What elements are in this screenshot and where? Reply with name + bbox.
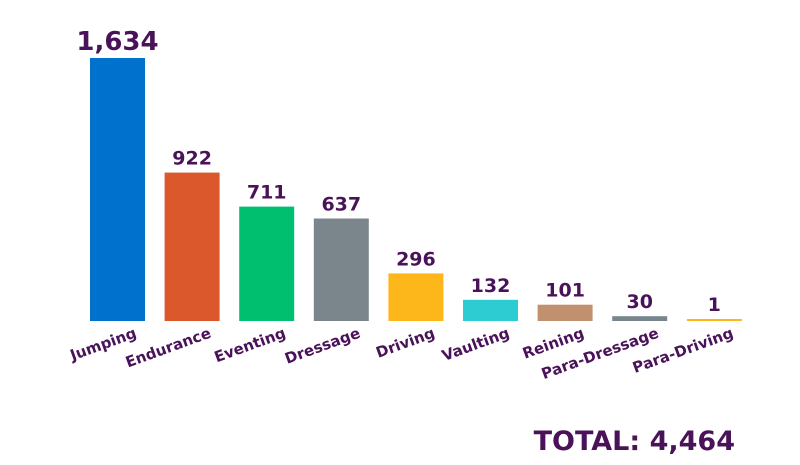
bars-group <box>90 58 742 321</box>
bar-dressage <box>313 218 369 321</box>
value-label-jumping: 1,634 <box>76 27 158 57</box>
category-label-vaulting: Vaulting <box>439 324 511 365</box>
bar-para-dressage <box>612 316 668 321</box>
bar-jumping <box>90 58 145 321</box>
category-label-endurance: Endurance <box>123 324 213 372</box>
value-label-endurance: 922 <box>172 148 212 170</box>
category-label-driving: Driving <box>373 324 437 362</box>
bar-endurance <box>164 172 220 321</box>
total-label: TOTAL: 4,464 <box>534 426 735 457</box>
value-label-eventing: 711 <box>247 182 287 204</box>
value-label-driving: 296 <box>396 248 436 270</box>
value-label-para-dressage: 30 <box>626 291 652 313</box>
bar-eventing <box>239 206 295 321</box>
bar-reining <box>537 304 593 321</box>
value-labels-group: 1,634 922 711 637 296 132 101 30 1 <box>76 27 721 316</box>
value-label-para-driving: 1 <box>708 294 721 316</box>
value-label-dressage: 637 <box>321 194 361 216</box>
bar-para-driving <box>686 319 742 321</box>
bar-vaulting <box>463 299 518 321</box>
bar-driving <box>388 273 444 321</box>
value-label-reining: 101 <box>545 280 585 302</box>
category-label-eventing: Eventing <box>212 324 288 366</box>
value-label-vaulting: 132 <box>471 275 511 297</box>
category-label-dressage: Dressage <box>282 324 362 368</box>
